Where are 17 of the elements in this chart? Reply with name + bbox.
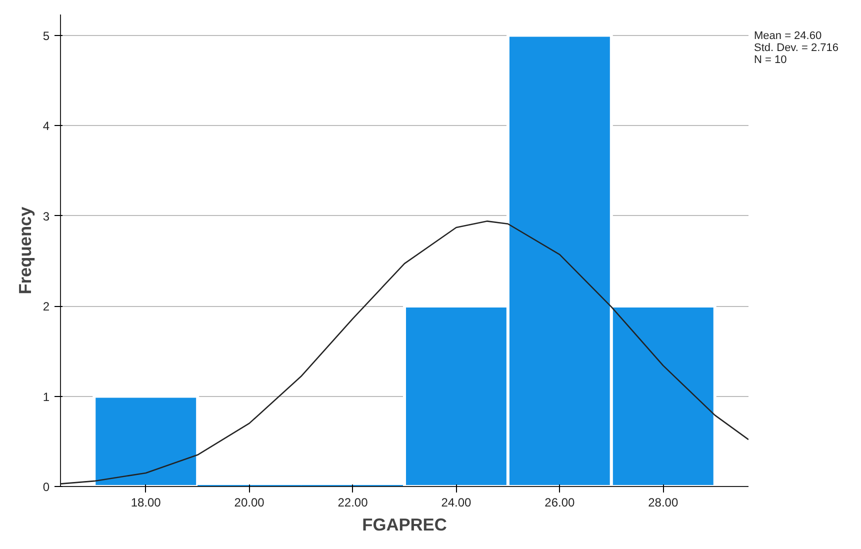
x-tick-label: 20.00 — [234, 496, 265, 510]
y-tick-label: 0 — [42, 480, 50, 494]
y-tick-label: 2 — [42, 300, 50, 314]
text: N = 10 — [754, 54, 787, 66]
x-tick-label: 18.00 — [130, 496, 162, 510]
x-tick-label: 24.00 — [441, 496, 472, 510]
y-tick-label: 4 — [42, 119, 50, 134]
y-tick-label: 1 — [42, 390, 50, 404]
y-tick-label: 5 — [42, 28, 50, 43]
x-tick-label: 28.00 — [648, 496, 678, 510]
y-axis-title: Frequency — [14, 206, 35, 294]
x-tick-label: 26.00 — [544, 496, 576, 510]
y-tick-label: 3 — [42, 209, 50, 224]
text: Std. Dev. = 2.716 — [754, 42, 838, 54]
x-axis-title: FGAPREC — [362, 514, 448, 534]
text: Mean = 24.60 — [754, 30, 822, 42]
x-tick-label: 22.00 — [338, 496, 368, 510]
